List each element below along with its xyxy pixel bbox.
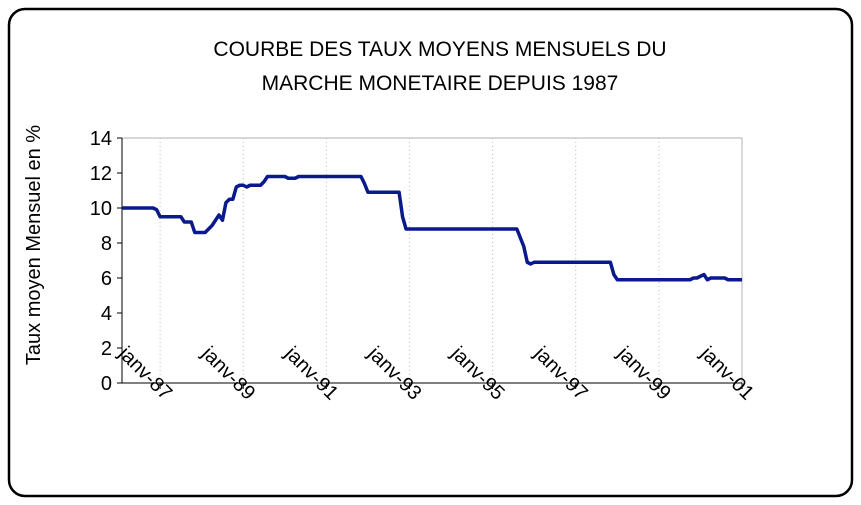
y-axis-label: Taux moyen Mensuel en % [23,125,45,365]
y-tick-label: 12 [90,163,112,185]
chart-title: MARCHE MONETAIRE DEPUIS 1987 [262,72,619,95]
y-tick-label: 10 [90,198,112,220]
chart-title: COURBE DES TAUX MOYENS MENSUELS DU [213,38,666,61]
chart-frame [7,7,854,498]
data-line [122,174,742,282]
y-tick-label: 8 [101,233,112,255]
y-tick-label: 14 [90,128,112,150]
y-tick-label: 6 [101,268,112,290]
y-tick-label: 2 [101,338,112,360]
y-tick-label: 4 [101,303,112,325]
y-tick-label: 0 [101,373,112,395]
